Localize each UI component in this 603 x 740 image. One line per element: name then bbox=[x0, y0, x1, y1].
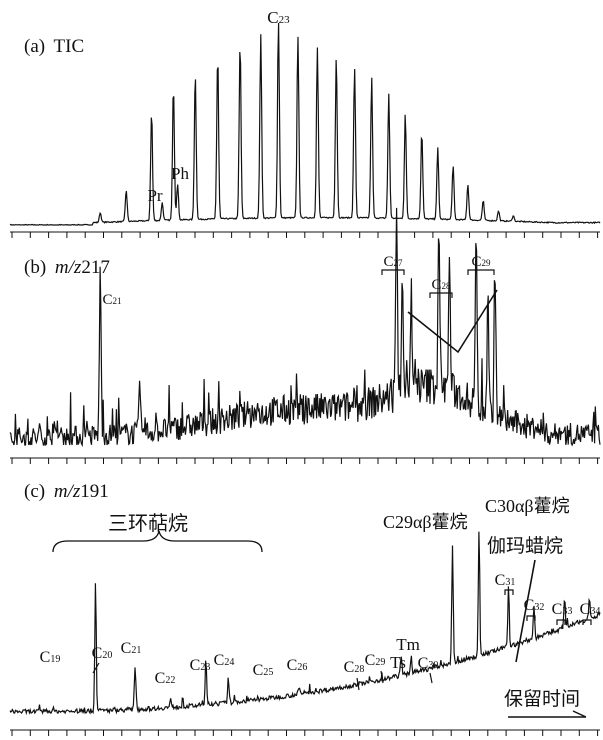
panel-c-mass: 191 bbox=[80, 481, 109, 502]
panel-c-letter: (c) bbox=[24, 481, 45, 502]
panel-a-letter: (a) bbox=[24, 36, 45, 57]
peak-label-ts: Ts bbox=[390, 653, 406, 672]
bracket-c33 bbox=[556, 619, 566, 625]
panel-a-title: (a) TIC bbox=[24, 36, 84, 57]
retention-time-arrowhead bbox=[572, 710, 587, 718]
panel-b-mz: m/z bbox=[55, 257, 82, 278]
peak-label-c28: C28 bbox=[344, 659, 365, 676]
panel-c-title: (c) m/z191 bbox=[24, 481, 109, 502]
peak-label-c23: C23 bbox=[267, 8, 290, 27]
c29-hopane-label: C29αβ藿烷 bbox=[383, 512, 468, 532]
panel-c-mz: m/z bbox=[54, 481, 81, 502]
c30-leader bbox=[429, 672, 433, 684]
peak-label-c21: C21 bbox=[121, 640, 142, 657]
panel-b-mass: 217 bbox=[81, 257, 110, 278]
separator-ticks-a bbox=[11, 232, 599, 238]
c29-leader bbox=[380, 670, 384, 684]
panel-b-title: (b) m/z217 bbox=[24, 257, 110, 278]
panel-tic: (a) TIC C23 Pr Ph bbox=[9, 8, 601, 226]
peak-label-c29: C29 bbox=[365, 652, 386, 669]
c30-hopane-label: C30αβ藿烷 bbox=[485, 496, 570, 516]
peak-label-c30: C30 bbox=[418, 655, 439, 672]
gammacerane-pointer bbox=[515, 559, 536, 663]
separator-ticks-b bbox=[11, 458, 599, 464]
bracket-c31 bbox=[504, 589, 514, 595]
mz191-trace bbox=[9, 531, 601, 716]
bracket-c28 bbox=[429, 292, 453, 298]
peak-label-c27: C27 bbox=[383, 254, 403, 270]
peak-label-c34: C34 bbox=[580, 601, 601, 618]
peak-label-c31: C31 bbox=[495, 572, 516, 589]
bracket-c34 bbox=[582, 619, 592, 625]
gammacerane-label: 伽玛蜡烷 bbox=[487, 535, 563, 557]
bracket-c27 bbox=[381, 269, 405, 275]
peak-label-c23: C23 bbox=[190, 657, 211, 674]
bracket-c32 bbox=[526, 615, 536, 621]
peak-label-c33: C33 bbox=[552, 601, 573, 618]
c29-hopane-text: C29αβ藿烷 bbox=[383, 512, 468, 532]
peak-label-c22: C22 bbox=[155, 670, 176, 687]
peak-label-c19: C19 bbox=[40, 649, 61, 666]
c30-hopane-text: C30αβ藿烷 bbox=[485, 496, 570, 516]
peak-label-c21: C21 bbox=[102, 292, 121, 308]
peak-label-ph: Ph bbox=[171, 164, 189, 183]
peak-label-tm: Tm bbox=[396, 635, 420, 654]
bracket-c29 bbox=[467, 269, 495, 275]
mz217-trace bbox=[9, 207, 601, 448]
c20-leader bbox=[92, 662, 100, 674]
peak-label-pr: Pr bbox=[147, 186, 162, 205]
retention-time-label: 保留时间 bbox=[504, 688, 580, 710]
peak-label-c28: C28 bbox=[431, 277, 451, 293]
panel-a-name: TIC bbox=[54, 36, 85, 57]
peak-label-c32: C32 bbox=[524, 597, 545, 614]
panel-mz217: (b) m/z217 C21 C27 C28 C29 bbox=[9, 207, 601, 448]
x-axis-ticks bbox=[11, 730, 599, 736]
tic-peak-labels: C23 Pr Ph bbox=[147, 8, 290, 205]
peak-label-c24: C24 bbox=[214, 652, 235, 669]
peak-label-c20: C20 bbox=[92, 645, 113, 662]
tricyclic-terpanes-label: 三环萜烷 bbox=[108, 512, 188, 535]
peak-label-c25: C25 bbox=[253, 662, 274, 679]
steranes-v-connector bbox=[407, 289, 498, 354]
tic-trace bbox=[9, 22, 601, 226]
peak-label-c29: C29 bbox=[471, 254, 491, 270]
tricyclic-terpanes-brace bbox=[52, 530, 263, 553]
peak-label-c26: C26 bbox=[287, 657, 308, 674]
panel-b-letter: (b) bbox=[24, 257, 46, 278]
c28-leader bbox=[356, 677, 360, 691]
mz217-peak-labels: C21 C27 C28 C29 bbox=[102, 254, 495, 308]
